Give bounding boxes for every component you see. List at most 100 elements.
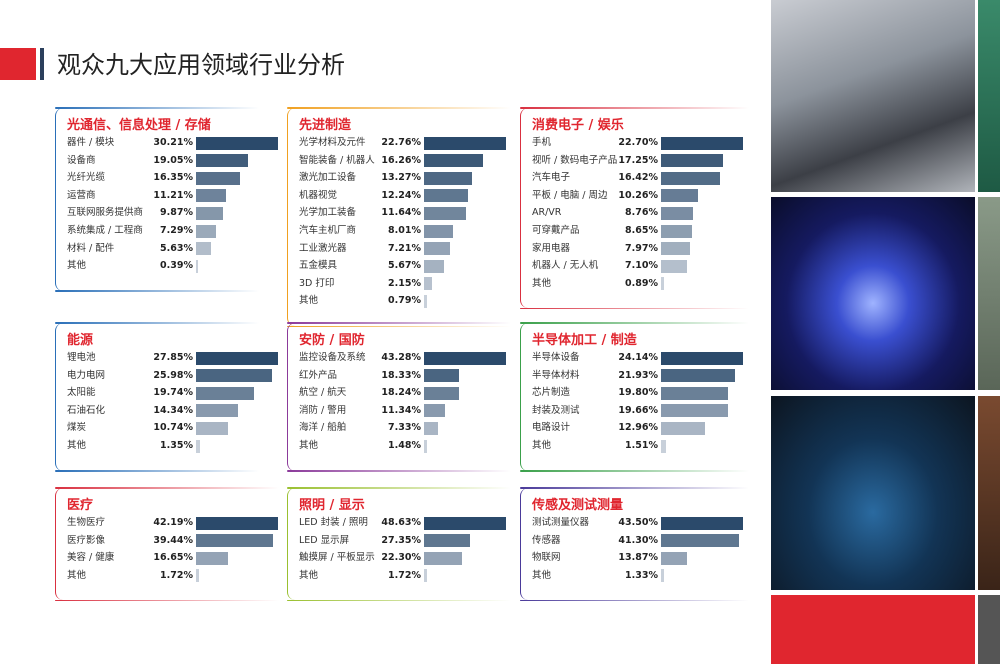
item-value: 12.96%: [618, 422, 658, 434]
panel-edge: [55, 322, 259, 324]
panel-edge: [520, 107, 749, 109]
item-value: 12.24%: [381, 189, 421, 201]
item-value: 1.72%: [160, 569, 193, 581]
item-value: 48.63%: [381, 517, 421, 528]
item-label: 物联网: [532, 552, 561, 564]
bar: [661, 206, 693, 220]
item-value: 39.44%: [153, 534, 193, 546]
item-value: 11.21%: [153, 189, 193, 201]
item-label: 太阳能: [67, 387, 96, 399]
bar: [424, 404, 446, 418]
bar: [196, 551, 229, 565]
item-value: 1.51%: [625, 440, 658, 451]
bar: [196, 386, 255, 400]
bar: [661, 277, 665, 291]
item-label: 其他: [532, 440, 552, 451]
item-label: 消防 / 警用: [299, 404, 347, 416]
bar: [424, 259, 445, 273]
item-value: 27.85%: [153, 352, 193, 363]
panel-edge: [55, 599, 279, 602]
item-value: 7.10%: [625, 260, 658, 272]
item-label: 红外产品: [299, 369, 338, 381]
bar: [424, 439, 427, 453]
panel: 半导体加工 / 制造 半导体设备 24.14% 半导体材料 21.93% 芯片制造 19.8…: [520, 322, 750, 472]
item-value: 14.34%: [153, 404, 193, 416]
panel-edge: [287, 470, 511, 472]
panel-edge: [287, 107, 511, 109]
item-value: 42.19%: [153, 517, 193, 528]
bar: [661, 386, 729, 400]
item-value: 24.14%: [618, 352, 658, 363]
panel-title: 安防 / 国防: [299, 333, 365, 348]
bar: [661, 154, 724, 168]
panel-edge: [55, 290, 259, 292]
panel-title: 消费电子 / 娱乐: [532, 118, 624, 133]
item-label: 汽车电子: [532, 172, 571, 184]
bar: [424, 351, 506, 365]
bar: [196, 404, 239, 418]
photo-datacenter: [771, 197, 975, 390]
item-label: 传感器: [532, 534, 561, 546]
item-label: 锂电池: [67, 352, 96, 363]
item-label: 生物医疗: [67, 517, 106, 528]
item-label: 系统集成 / 工程商: [67, 225, 143, 236]
item-label: 器件 / 模块: [67, 137, 115, 148]
panel-title: 半导体加工 / 制造: [532, 333, 637, 348]
item-value: 18.33%: [381, 369, 421, 381]
item-label: 平板 / 电脑 / 周边: [532, 189, 608, 201]
panel: 传感及测试测量 测试测量仪器 43.50% 传感器 41.30% 物联网 13.87% 其他 1…: [520, 487, 750, 602]
bar: [661, 516, 743, 530]
grey-block: [978, 595, 1000, 664]
panel-title: 能源: [67, 333, 94, 348]
item-label: 激光加工设备: [299, 172, 357, 184]
bar: [196, 224, 216, 238]
item-label: 互联网服务提供商: [67, 207, 144, 219]
bar: [196, 439, 200, 453]
item-value: 10.74%: [153, 422, 193, 434]
item-value: 1.35%: [160, 440, 193, 451]
photo-car: [771, 396, 975, 590]
item-label: 芯片制造: [532, 387, 571, 399]
red-block: [771, 595, 975, 664]
item-label: 其他: [67, 440, 87, 451]
item-label: 航空 / 航天: [299, 387, 347, 399]
item-value: 19.05%: [153, 154, 193, 166]
item-label: 手机: [532, 137, 552, 148]
item-value: 8.76%: [625, 207, 658, 219]
panel-edge: [520, 599, 749, 602]
bar: [196, 534, 273, 548]
bar: [424, 189, 469, 203]
item-value: 16.35%: [153, 172, 193, 184]
bar: [196, 154, 248, 168]
item-value: 11.34%: [381, 404, 421, 416]
item-value: 0.89%: [625, 277, 658, 289]
item-value: 16.65%: [153, 552, 193, 564]
item-value: 22.76%: [381, 137, 421, 148]
item-label: 其他: [67, 569, 87, 581]
item-label: 触摸屏 / 平板显示: [299, 552, 375, 564]
bar: [196, 351, 278, 365]
bar: [424, 136, 506, 150]
panel: 能源 锂电池 27.85% 电力电网 25.98% 太阳能 19.74% 石油石化 14.34%…: [55, 322, 278, 472]
header-block: [0, 48, 36, 80]
bar: [661, 351, 743, 365]
item-value: 22.70%: [618, 137, 658, 148]
panel-edge: [55, 487, 279, 489]
panel-title: 光通信、信息处理 / 存储: [67, 118, 211, 133]
bar: [196, 516, 278, 530]
item-label: 五金模具: [299, 260, 338, 272]
item-value: 7.97%: [625, 242, 658, 254]
panel: 医疗 生物医疗 42.19% 医疗影像 39.44% 美容 / 健康 16.65% 其他 1.7…: [55, 487, 280, 602]
panel-edge: [287, 322, 511, 324]
bar: [661, 439, 667, 453]
item-value: 1.33%: [625, 569, 658, 581]
item-value: 22.30%: [381, 552, 421, 564]
item-label: 机器人 / 无人机: [532, 260, 599, 272]
item-label: 半导体设备: [532, 352, 580, 363]
item-label: LED 封装 / 照明: [299, 517, 368, 528]
item-label: 3D 打印: [299, 277, 335, 289]
item-value: 43.28%: [381, 352, 421, 363]
panel: 光通信、信息处理 / 存储 器件 / 模块 30.21% 设备商 19.05% 光纤光缆 1…: [55, 107, 278, 292]
item-value: 7.29%: [160, 225, 193, 236]
item-label: 可穿戴产品: [532, 225, 580, 236]
